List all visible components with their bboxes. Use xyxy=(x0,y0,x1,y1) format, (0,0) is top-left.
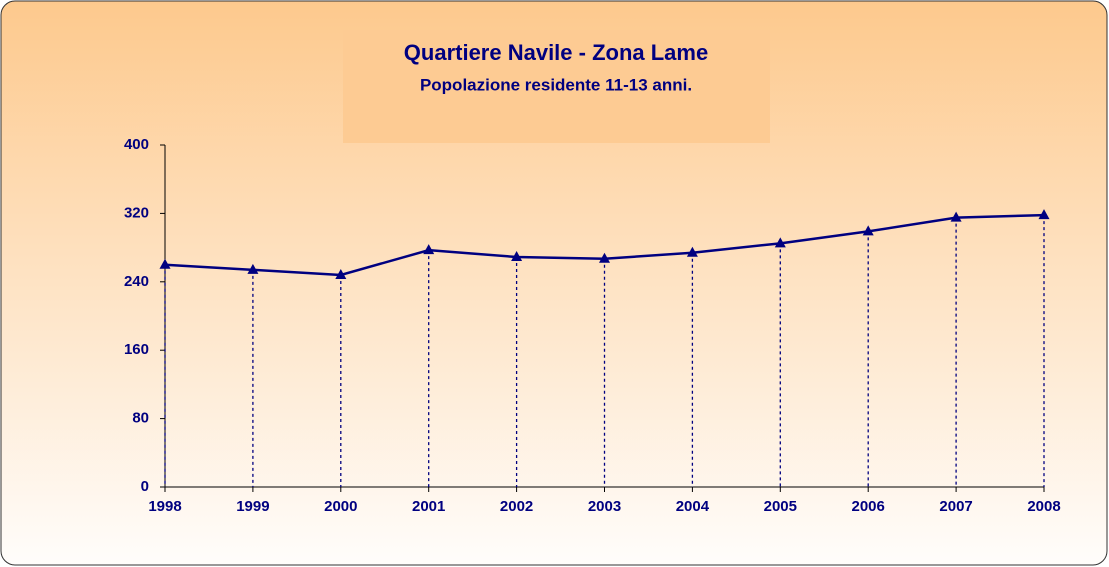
data-marker xyxy=(335,268,347,279)
data-marker xyxy=(511,251,523,262)
x-tick-label: 2008 xyxy=(1027,498,1060,515)
y-tick-label: 240 xyxy=(124,273,149,290)
title-box xyxy=(343,30,770,143)
data-marker xyxy=(862,225,874,236)
x-tick-label: 2000 xyxy=(324,498,357,515)
data-marker xyxy=(423,244,435,255)
y-tick-label: 0 xyxy=(141,478,149,495)
data-marker xyxy=(1038,209,1050,220)
x-tick-label: 2001 xyxy=(412,498,445,515)
y-tick-label: 400 xyxy=(124,136,149,153)
x-tick-label: 2003 xyxy=(588,498,621,515)
x-tick-label: 2002 xyxy=(500,498,533,515)
data-marker xyxy=(774,237,786,248)
x-tick-label: 2004 xyxy=(676,498,710,515)
data-marker xyxy=(686,246,698,257)
y-tick-label: 320 xyxy=(124,204,149,221)
x-tick-label: 2005 xyxy=(764,498,797,515)
chart-title: Quartiere Navile - Zona Lame xyxy=(404,40,708,65)
x-tick-label: 2006 xyxy=(852,498,885,515)
data-marker xyxy=(247,263,259,274)
y-tick-label: 160 xyxy=(124,341,149,358)
y-tick-label: 80 xyxy=(132,410,149,427)
x-tick-label: 1999 xyxy=(236,498,269,515)
data-marker xyxy=(950,211,962,222)
data-marker xyxy=(599,252,610,263)
x-tick-label: 1998 xyxy=(148,498,181,515)
data-marker xyxy=(159,258,171,269)
chart-subtitle: Popolazione residente 11-13 anni. xyxy=(420,75,692,94)
x-tick-label: 2007 xyxy=(939,498,972,515)
